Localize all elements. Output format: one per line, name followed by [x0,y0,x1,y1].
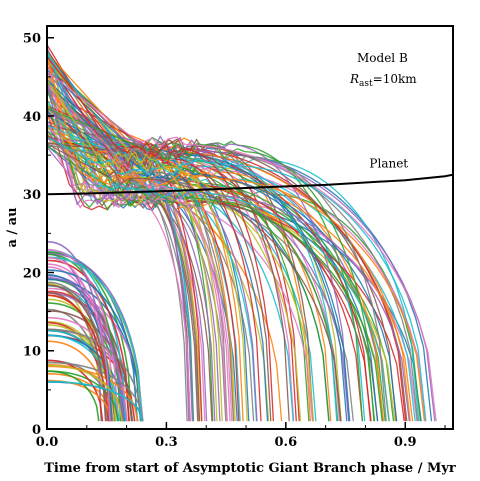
asteroid-curves [46,44,437,422]
asteroid-curve [46,69,351,422]
asteroid-curve [46,145,383,422]
asteroid-curve [47,276,123,422]
asteroid-curve [47,364,123,422]
asteroid-curve [46,126,302,422]
x-tick-label: 0.0 [36,435,59,450]
asteroid-curve [46,361,144,422]
asteroid-curve [46,51,384,422]
asteroid-curve [47,328,143,422]
x-tick-label: 0.6 [275,435,298,450]
asteroid-curve [46,83,233,422]
model-annotation: Model B [357,51,408,65]
asteroid-curve [46,79,218,422]
asteroid-curve [47,316,128,422]
asteroid-curve [46,88,339,422]
asteroid-curve [46,240,111,422]
asteroid-curve [46,49,390,422]
asteroid-curve [47,380,144,422]
asteroid-curve [46,144,387,422]
axes: 0.0 0.3 0.6 0.9 0 10 20 30 40 50 [23,25,454,450]
plot-frame [46,25,454,430]
asteroid-curve [46,60,262,422]
asteroid-curve [46,257,111,422]
planet-label: Planet [369,157,408,171]
asteroid-curve [46,136,427,422]
x-tick-label: 0.9 [394,435,417,450]
radius-annotation: Rast=10km [349,72,417,89]
x-tick-label: 0.3 [155,435,178,450]
labels: Time from start of Asymptotic Giant Bran… [5,51,456,476]
asteroid-curve [46,111,405,422]
asteroid-curve [47,373,113,422]
y-tick-label: 40 [23,110,41,125]
planet-orbit: Planet [46,157,454,196]
planet-line [46,173,454,196]
asteroid-curve [46,56,275,422]
asteroid-curve [46,269,142,422]
y-tick-label: 50 [23,32,41,47]
x-axis-label: Time from start of Asymptotic Giant Bran… [44,461,456,476]
asteroid-curve [46,252,143,422]
y-tick-label: 10 [23,345,41,360]
asteroid-curve [46,71,437,422]
asteroid-curve [46,136,414,422]
y-tick-label: 20 [23,266,41,281]
asteroid-curve [46,370,100,422]
asteroid-curve [46,79,398,422]
y-tick-label: 0 [32,423,41,438]
asteroid-curve [46,107,375,422]
asteroid-curve [46,82,410,422]
asteroid-curve [47,256,143,422]
asteroid-curve [46,57,426,422]
asteroid-curve [46,106,240,422]
y-axis-label: a / au [5,207,20,247]
asteroid-curve [46,56,314,422]
y-tick-label: 30 [23,188,41,203]
asteroid-curve [47,294,111,422]
